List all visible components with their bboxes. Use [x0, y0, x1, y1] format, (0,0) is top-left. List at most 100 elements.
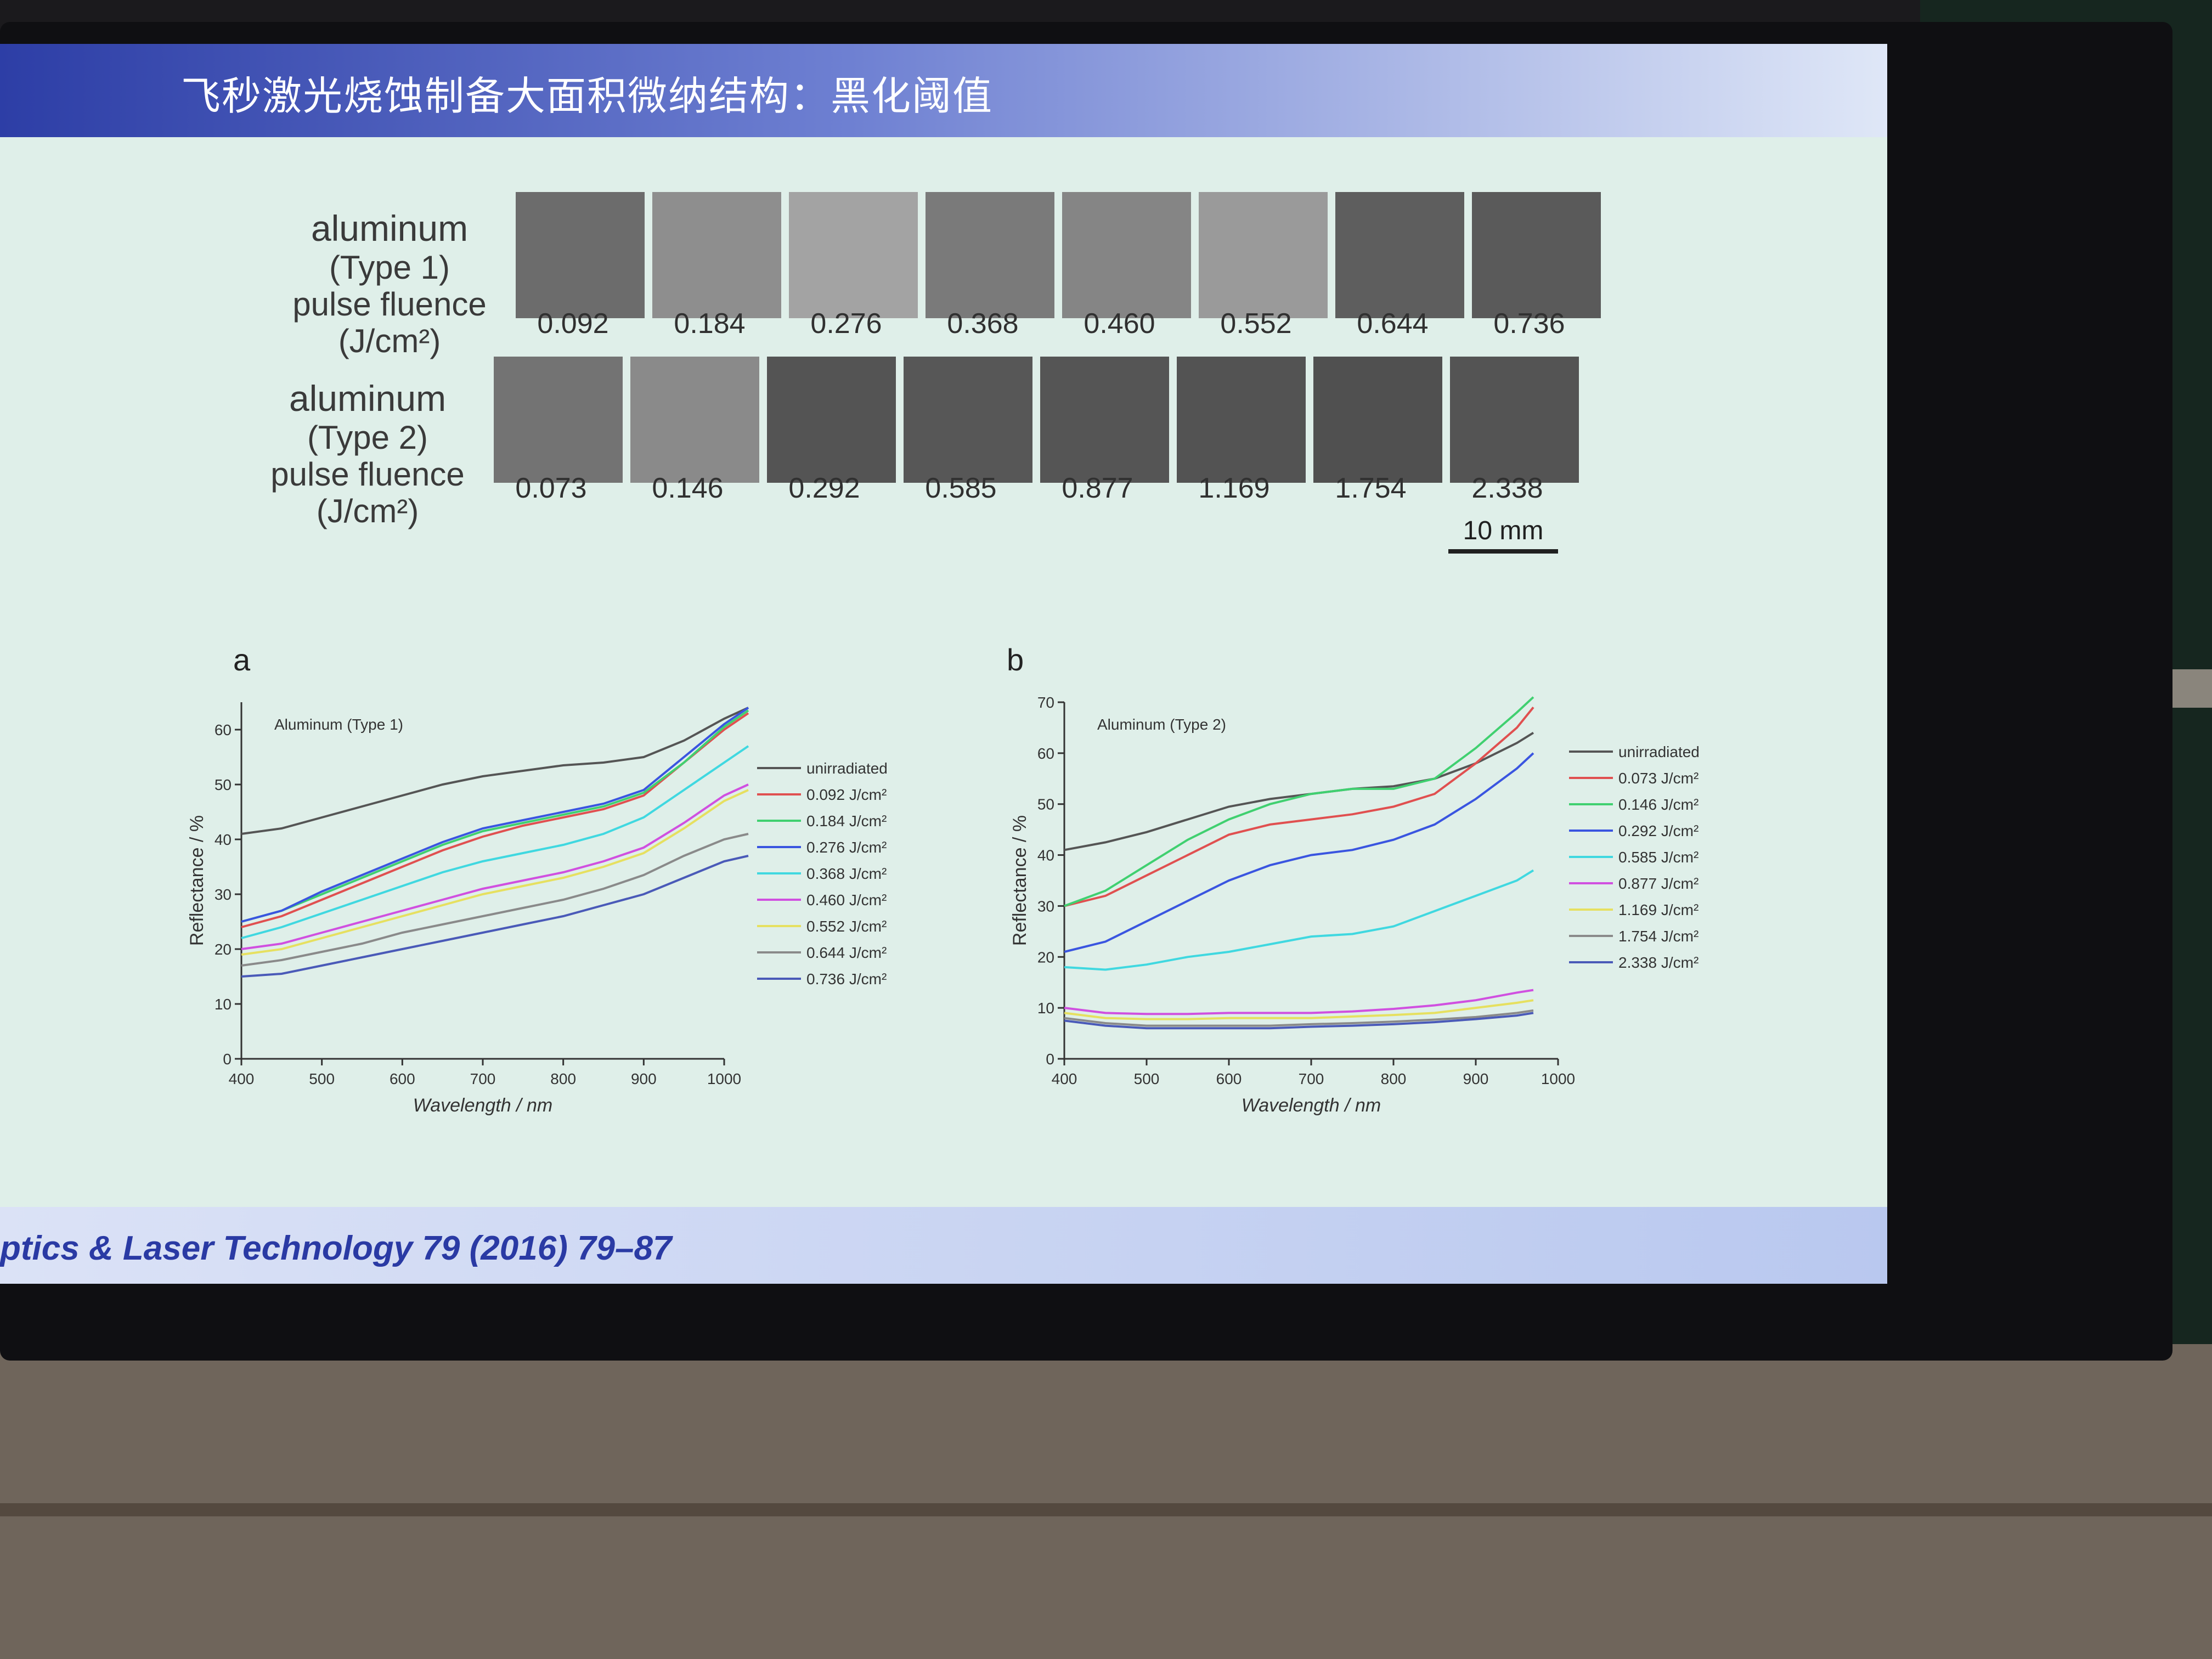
desk-edge [0, 1503, 2212, 1516]
row2-sample-tile [1177, 357, 1306, 483]
legend-label: 0.644 J/cm² [806, 944, 887, 961]
chart-inner-title: Aluminum (Type 1) [274, 716, 403, 733]
x-tick-label: 400 [1052, 1070, 1077, 1087]
row1-sample-tile [516, 192, 645, 318]
row1-fluence-label: 0.276 [810, 308, 882, 340]
x-tick-label: 800 [550, 1070, 576, 1087]
x-tick-label: 500 [309, 1070, 335, 1087]
series-line [1064, 999, 1534, 1020]
y-tick-label: 10 [1037, 1000, 1054, 1017]
row2-fluence-label: 0.877 [1062, 472, 1133, 504]
legend-label: unirradiated [806, 760, 888, 777]
legend-label: 0.585 J/cm² [1618, 849, 1699, 866]
row2-fluence-label: 0.146 [652, 472, 724, 504]
row2-sample-tile [494, 357, 623, 483]
legend-label: 0.552 J/cm² [806, 918, 887, 935]
slide-title: 飞秒激光烧蚀制备大面积微纳结构：黑化阈值 [181, 73, 994, 119]
row2-material: aluminum [289, 378, 447, 419]
slide-footer-bar [0, 1207, 1887, 1284]
y-axis-title: Reflectance / % [1009, 815, 1030, 946]
series-line [241, 709, 749, 923]
chart-inner-title: Aluminum (Type 2) [1097, 716, 1226, 733]
series-line [1064, 1009, 1534, 1027]
row2-sample-tile [1040, 357, 1169, 483]
row1-fluence-label: 0.736 [1493, 308, 1565, 340]
row1-label: aluminum (Type 1) pulse fluence (J/cm²) [274, 208, 505, 359]
row1-sample-tile [789, 192, 918, 318]
legend-label: 0.092 J/cm² [806, 786, 887, 803]
row2-fluence-label: 0.073 [515, 472, 587, 504]
row1-caption-line1: pulse fluence [292, 286, 487, 323]
legend-label: 0.460 J/cm² [806, 891, 887, 909]
y-tick-label: 30 [1037, 898, 1054, 915]
series-line [1064, 869, 1534, 971]
series-line [1064, 707, 1534, 907]
citation: ptics & Laser Technology 79 (2016) 79–87 [0, 1229, 672, 1267]
row1-fluence-values: 0.092 0.184 0.276 0.368 0.460 0.552 0.644 0.736 [505, 307, 1598, 340]
row1-sample-tile [1199, 192, 1328, 318]
row2-sample-tile [630, 357, 759, 483]
series-line [1064, 752, 1534, 953]
series-line [241, 745, 749, 939]
x-tick-label: 800 [1381, 1070, 1407, 1087]
scale-bar-label: 10 mm [1463, 516, 1544, 545]
panel-letter-b: b [1007, 642, 1024, 677]
row1-fluence-label: 0.092 [537, 308, 609, 340]
row2-sample-tile [767, 357, 896, 483]
scale-bar-line [1448, 549, 1558, 554]
legend-label: unirradiated [1618, 743, 1700, 760]
y-tick-label: 50 [1037, 796, 1054, 813]
series-line [241, 783, 749, 950]
x-tick-label: 900 [1463, 1070, 1489, 1087]
row2-fluence-values: 0.073 0.146 0.292 0.585 0.877 1.169 1.754 2.338 [483, 472, 1576, 505]
row1-sample-tile [1062, 192, 1191, 318]
row2-sample-tile [1450, 357, 1579, 483]
row1-sample-tile [1335, 192, 1464, 318]
series-line [241, 789, 749, 956]
row1-sample-tile [926, 192, 1054, 318]
legend-label: 0.368 J/cm² [806, 865, 887, 882]
legend-label: 1.169 J/cm² [1618, 901, 1699, 918]
series-line [241, 855, 749, 978]
series-line [241, 707, 749, 923]
y-tick-label: 40 [215, 831, 232, 848]
y-tick-label: 20 [1037, 949, 1054, 966]
legend-label: 0.073 J/cm² [1618, 770, 1699, 787]
row1-material: aluminum [311, 208, 469, 249]
presentation-slide: 飞秒激光烧蚀制备大面积微纳结构：黑化阈值 aluminum (Type 1) p… [0, 44, 1887, 1284]
x-axis-title: Wavelength / nm [1242, 1095, 1381, 1116]
row2-label: aluminum (Type 2) pulse fluence (J/cm²) [252, 378, 483, 529]
row2-sample-tiles [494, 357, 1579, 483]
row1-sample-tiles [516, 192, 1601, 318]
x-tick-label: 500 [1134, 1070, 1160, 1087]
series-line [1064, 732, 1534, 851]
row1-caption-line2: (J/cm²) [338, 323, 441, 360]
y-tick-label: 0 [1046, 1051, 1054, 1068]
y-tick-label: 40 [1037, 847, 1054, 864]
legend-label: 1.754 J/cm² [1618, 928, 1699, 945]
series-line [1064, 1012, 1534, 1030]
y-tick-label: 60 [1037, 745, 1054, 762]
x-tick-label: 900 [631, 1070, 657, 1087]
y-tick-label: 60 [215, 721, 232, 738]
chart-a: 0 10 20 30 40 50 60 400 500 600 700 800 900 1000 Wavel… [187, 702, 888, 1116]
row1-sample-tile [652, 192, 781, 318]
y-tick-label: 30 [215, 886, 232, 903]
series-line [1064, 989, 1534, 1015]
row2-fluence-label: 1.754 [1335, 472, 1407, 504]
room-wall [0, 1344, 2212, 1659]
y-tick-label: 0 [223, 1051, 232, 1068]
x-axis-title: Wavelength / nm [413, 1095, 553, 1116]
series-line [241, 833, 749, 967]
row1-fluence-label: 0.184 [674, 308, 746, 340]
legend-label: 0.877 J/cm² [1618, 875, 1699, 892]
row2-sample-tile [1313, 357, 1442, 483]
row2-fluence-label: 2.338 [1471, 472, 1543, 504]
x-tick-label: 1000 [707, 1070, 741, 1087]
y-axis-title: Reflectance / % [187, 815, 207, 946]
row2-fluence-label: 1.169 [1198, 472, 1270, 504]
row1-sample-tile [1472, 192, 1601, 318]
row2-fluence-label: 0.292 [788, 472, 860, 504]
series-line [1064, 696, 1534, 907]
